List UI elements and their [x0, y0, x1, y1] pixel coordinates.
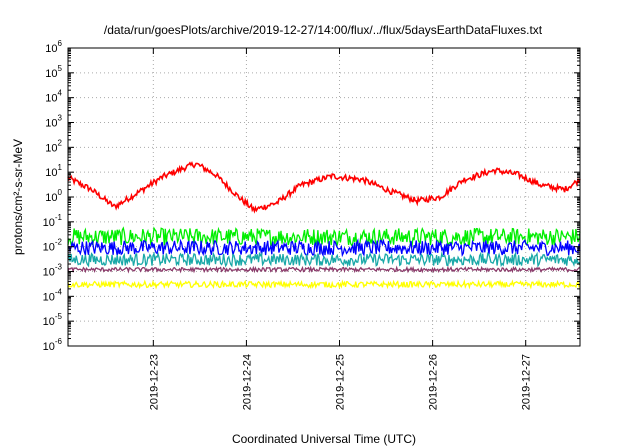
y-tick-label: 100: [45, 188, 62, 204]
x-tick-label: 2019-12-23: [148, 354, 160, 410]
series-line: [67, 265, 581, 274]
series-line: [67, 251, 581, 268]
chart-title: /data/run/goesPlots/archive/2019-12-27/1…: [104, 23, 543, 37]
x-tick-label: 2019-12-26: [428, 354, 440, 410]
grid-lines: [68, 48, 580, 346]
y-tick-label: 101: [45, 163, 62, 179]
series-line: [67, 278, 581, 290]
x-tick-label: 2019-12-27: [521, 354, 533, 410]
series-line: [67, 160, 581, 214]
y-axis-ticks: 10-6 10-5 10-4 10-3 10-2 10-1 100 101 102 103 104 1…: [43, 39, 580, 353]
series-group: [67, 160, 581, 290]
y-tick-label: 105: [45, 64, 62, 80]
y-tick-label: 10-5: [43, 312, 63, 328]
y-tick-label: 103: [45, 114, 62, 130]
x-tick-label: 2019-12-24: [241, 354, 253, 410]
x-axis-label: Coordinated Universal Time (UTC): [232, 432, 416, 446]
y-tick-label: 10-2: [43, 238, 63, 254]
y-axis-label: protons/cm²-s-sr-MeV: [11, 139, 25, 255]
y-tick-label: 104: [45, 89, 62, 105]
x-tick-label: 2019-12-25: [335, 354, 347, 410]
y-tick-label: 106: [45, 39, 62, 55]
y-tick-label: 10-6: [43, 337, 63, 353]
y-tick-label: 10-3: [43, 263, 63, 279]
y-tick-label: 10-4: [43, 287, 63, 303]
x-axis-ticks: 2019-12-23 2019-12-24 2019-12-25 2019-12-26…: [148, 48, 533, 410]
series-line: [67, 238, 581, 258]
y-tick-label: 10-1: [43, 213, 63, 229]
series-line: [67, 226, 581, 247]
y-tick-label: 102: [45, 138, 62, 154]
